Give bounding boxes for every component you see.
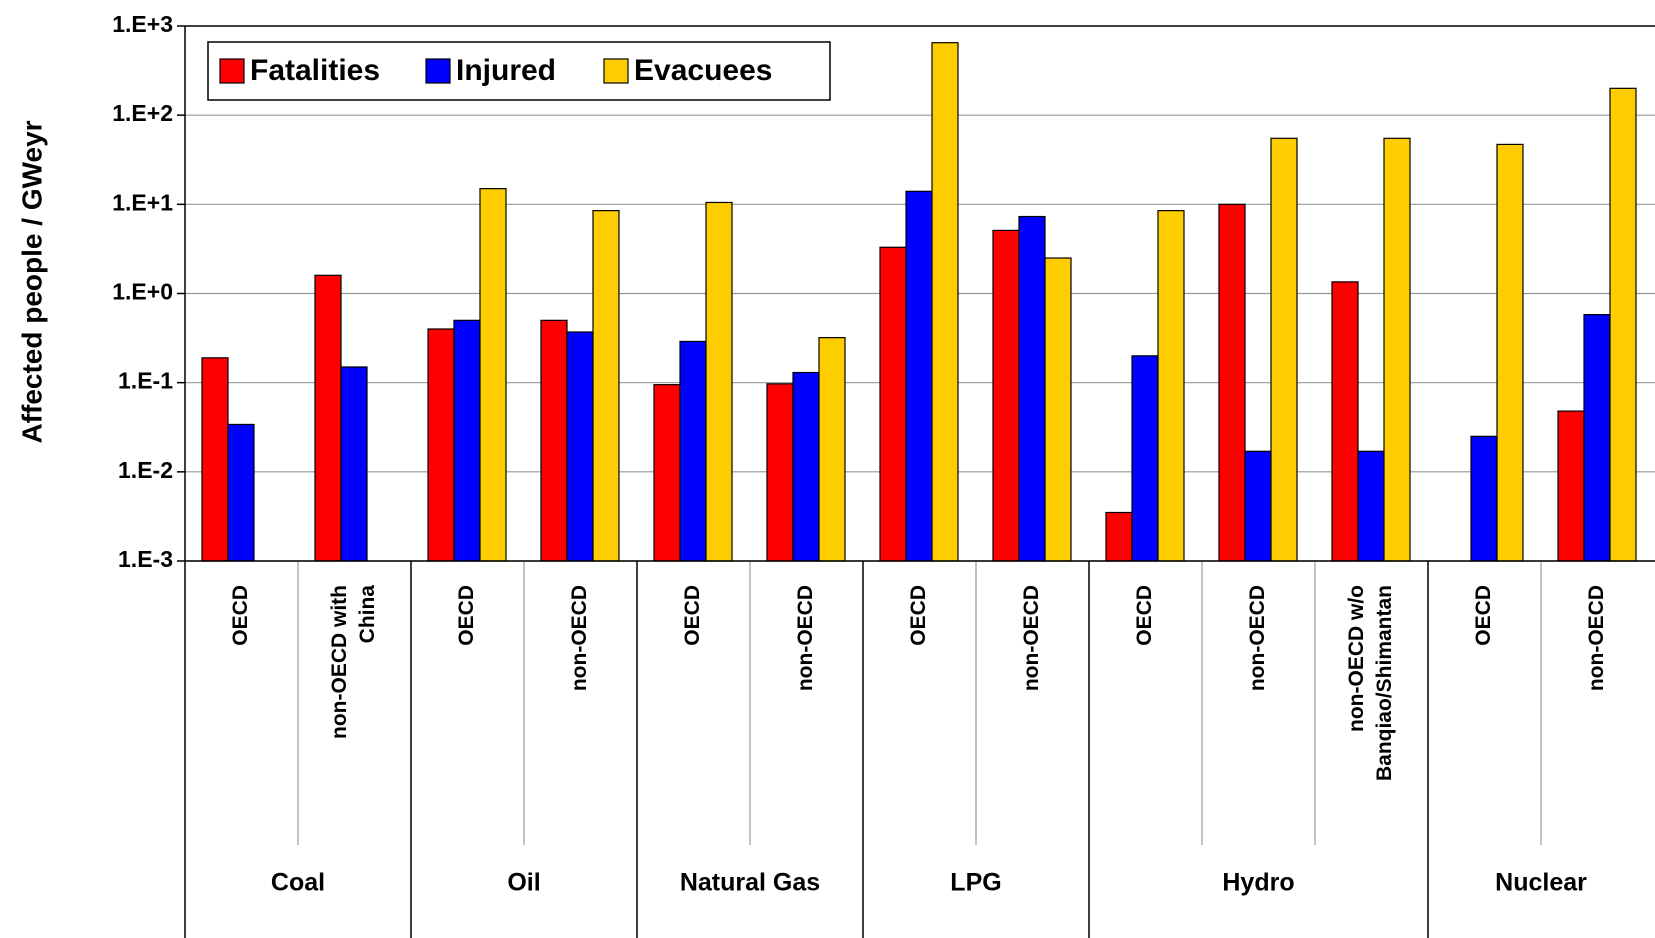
- bar: [592, 210, 620, 562]
- bar: [905, 190, 933, 562]
- bar: [540, 319, 568, 562]
- y-tick-label: 1.E+3: [112, 11, 173, 37]
- category-label: non-OECD: [1585, 585, 1608, 691]
- legend-label: Evacuees: [634, 54, 772, 87]
- bar: [818, 337, 846, 562]
- bar: [427, 328, 455, 562]
- bar: [1244, 450, 1272, 562]
- bar: [679, 340, 707, 562]
- y-tick-label: 1.E-2: [118, 457, 173, 483]
- category-label: OECD: [681, 585, 704, 646]
- y-tick-label: 1.E-3: [118, 546, 173, 572]
- category-label: OECD: [455, 585, 478, 646]
- bar: [1270, 137, 1298, 562]
- legend-label: Injured: [456, 54, 556, 87]
- bar: [1583, 313, 1611, 562]
- legend-box: [207, 41, 831, 101]
- legend-swatch: [425, 58, 451, 84]
- bar: [479, 188, 507, 562]
- category-label: non-OECD w/o: [1345, 585, 1368, 732]
- group-label: Oil: [507, 869, 540, 897]
- group-label: LPG: [950, 869, 1001, 897]
- bar: [1044, 257, 1072, 562]
- bar: [653, 384, 681, 562]
- category-label: non-OECD: [794, 585, 817, 691]
- y-tick-label: 1.E+0: [112, 279, 173, 305]
- bar: [1018, 215, 1046, 562]
- bar: [453, 319, 481, 562]
- legend-swatch: [219, 58, 245, 84]
- bar: [340, 366, 368, 562]
- y-tick-label: 1.E+1: [112, 189, 173, 215]
- bar: [1331, 281, 1359, 562]
- y-axis-title: Affected people / GWeyr: [16, 120, 47, 443]
- category-label: OECD: [229, 585, 252, 646]
- bar: [1105, 511, 1133, 562]
- bar: [566, 331, 594, 562]
- bar: [792, 371, 820, 562]
- bar: [227, 423, 255, 562]
- bar: [314, 274, 342, 562]
- category-label: non-OECD: [568, 585, 591, 691]
- bar: [766, 383, 794, 562]
- bar: [1357, 450, 1385, 562]
- group-label: Natural Gas: [680, 869, 820, 897]
- category-label: non-OECD: [1020, 585, 1043, 691]
- group-label: Hydro: [1222, 869, 1294, 897]
- bar: [1157, 210, 1185, 562]
- category-label: Banqiao/Shimantan: [1373, 585, 1396, 781]
- y-tick-label: 1.E-1: [118, 368, 173, 394]
- group-label: Coal: [271, 869, 325, 897]
- bar: [1557, 410, 1585, 562]
- category-label: OECD: [1472, 585, 1495, 646]
- bar: [1470, 435, 1498, 562]
- group-label: Nuclear: [1495, 869, 1587, 897]
- category-label: OECD: [907, 585, 930, 646]
- category-label: China: [356, 585, 379, 644]
- bar: [1383, 137, 1411, 562]
- legend-swatch: [603, 58, 629, 84]
- bar: [705, 201, 733, 562]
- bar: [992, 229, 1020, 562]
- bar: [201, 357, 229, 562]
- bar: [931, 42, 959, 562]
- bar: [1609, 87, 1637, 562]
- legend-label: Fatalities: [250, 54, 380, 87]
- bar: [1131, 355, 1159, 562]
- category-label: non-OECD: [1246, 585, 1269, 691]
- category-label: OECD: [1133, 585, 1156, 646]
- bar: [879, 246, 907, 562]
- bar: [1218, 203, 1246, 562]
- category-label: non-OECD with: [328, 585, 351, 739]
- y-tick-label: 1.E+2: [112, 100, 173, 126]
- bar: [1496, 143, 1524, 562]
